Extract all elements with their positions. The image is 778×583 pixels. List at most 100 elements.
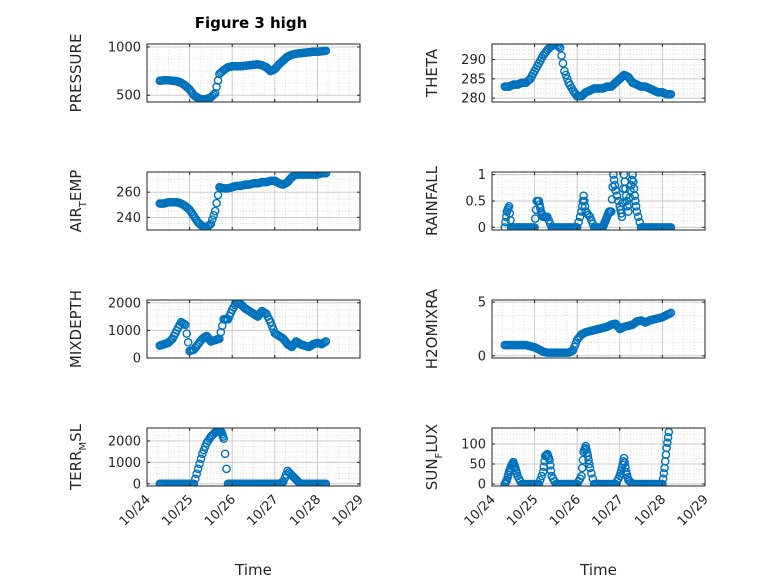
panel-rainfall: 0 0.5 1 RAINFALL [423,165,706,236]
data-point [530,223,539,230]
y-tick-label: 240 [116,211,141,226]
series-markers [155,172,331,230]
grid [146,428,361,486]
data-point-interp [610,180,620,190]
data-point [585,463,595,473]
data-point [611,186,620,195]
x-tick-label: 10/26 [547,492,584,529]
data-point [534,479,544,486]
data-point-interp [609,175,619,185]
x-tick-label: 10/28 [632,492,669,529]
data-point-interp [208,215,217,224]
panel-theta: 280 285 290 THETA [423,43,706,107]
data-point-interp [546,466,556,475]
y-tick-label: 290 [461,53,486,68]
series-markers [500,172,676,230]
y-axis-label: H2OMIXRA [423,288,441,369]
y-tick-label: 50 [469,458,486,473]
data-point-interp [577,463,587,473]
y-tick-label: 1000 [108,40,141,55]
data-point-interp [531,214,540,223]
data-point-interp [633,212,643,222]
axes-box [146,171,361,231]
y-tick-label: 2000 [108,296,141,311]
panel-terr: 0 1000 2000 10/24 10/25 10/26 10/27 10/28 10/29 T… [67,423,367,579]
data-point [609,172,618,179]
data-point-interp [183,338,193,347]
y-tick-label: 0 [133,352,141,367]
data-point-interp [663,433,673,442]
grid [491,172,706,230]
data-point-interp [190,474,200,484]
data-point-interp [195,459,204,469]
axes-box [491,43,706,103]
data-point [189,479,199,486]
data-point [666,223,676,230]
data-point-interp [548,44,558,50]
panel-mixdepth: 0 1000 2000 MIXDEPTH [67,290,361,368]
data-point [560,66,569,76]
series-markers [155,428,331,486]
y-tick-label: 0 [478,221,486,236]
y-tick-label: 5 [478,296,486,311]
data-point-interp [192,469,201,479]
data-point [219,434,228,444]
x-tick-label: 10/26 [202,492,239,529]
y-tick-label: 0 [133,477,141,492]
grid [491,428,706,486]
data-point [545,455,554,465]
y-axis-label: PRESSURE [67,34,85,113]
data-point-interp [614,196,623,206]
axes-box [146,427,361,487]
x-tick-label: 10/27 [590,492,627,529]
data-point [321,46,331,56]
data-point [666,308,676,318]
data-point-interp [584,459,594,469]
data-point [210,206,220,216]
data-point-interp [213,190,223,200]
y-tick-label: 1 [478,168,486,183]
data-point [206,219,216,228]
data-point [630,191,640,201]
y-tick-label: 0 [478,349,486,364]
y-axis-label: TERRMSL [67,423,89,491]
data-point-interp [575,212,585,222]
data-point-interp [535,475,545,485]
data-point-interp [501,217,510,227]
data-point [632,207,642,216]
data-point-interp [623,201,632,211]
data-point-interp [631,196,640,206]
data-point-interp [584,455,593,465]
data-point [619,453,629,463]
y-axis-label: THETA [423,48,441,98]
data-point [662,443,671,453]
x-axis-label: Time [579,561,617,579]
x-tick-label: 10/24 [117,492,154,529]
data-point [538,467,548,477]
data-point [577,471,586,481]
data-point [579,191,588,201]
x-tick-label: 10/28 [287,492,324,529]
data-point-interp [182,329,192,338]
data-point-interp [222,464,231,474]
data-point-interp [209,210,219,220]
data-point [658,479,667,486]
y-tick-label: 500 [116,89,141,104]
data-point-interp [545,461,555,470]
data-point-interp [220,449,230,459]
y-axis-label: RAINFALL [423,165,441,236]
data-point [321,172,331,178]
y-tick-label: 100 [461,438,486,453]
panel-air: 240 260 AIRTEMP [67,170,361,233]
y-tick-label: 285 [461,72,486,87]
series-markers [500,308,676,357]
data-point-interp [574,217,583,227]
data-point [321,337,331,346]
axes-box [146,299,361,359]
series-markers [500,44,676,101]
data-point-interp [580,196,589,206]
y-axis-label: AIRTEMP [67,170,89,233]
data-point-interp [631,201,641,211]
data-point [666,89,676,99]
